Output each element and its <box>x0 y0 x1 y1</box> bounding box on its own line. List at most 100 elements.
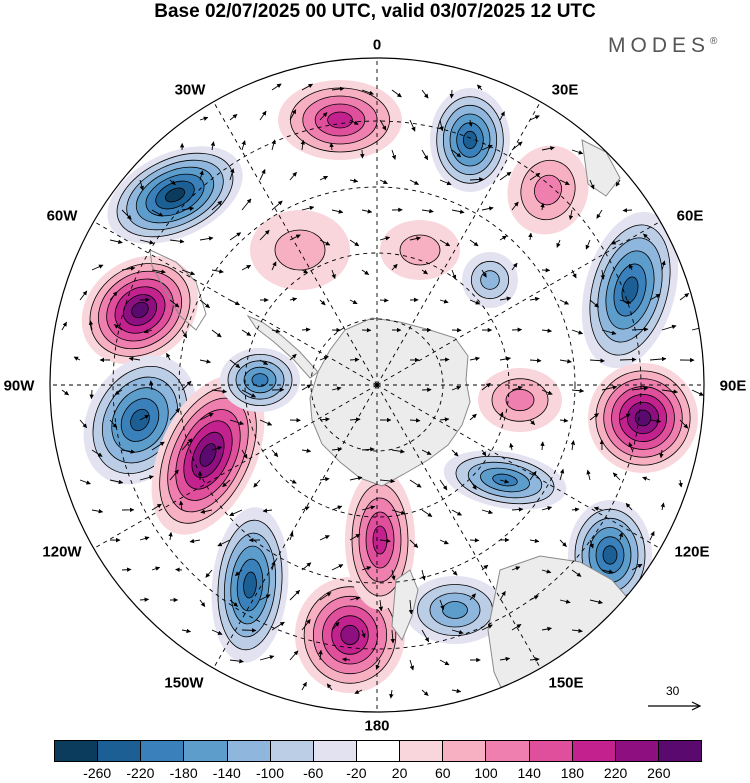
wind-vector <box>468 119 473 127</box>
wind-vector <box>169 408 180 421</box>
wind-vector <box>259 169 266 181</box>
wind-vector <box>271 621 285 631</box>
wind-vector <box>91 508 104 514</box>
wind-vector <box>541 146 555 151</box>
wind-vector <box>628 442 633 451</box>
wind-vector <box>241 140 246 151</box>
wind-vector <box>451 509 462 516</box>
meridian-line <box>376 214 672 386</box>
wind-vector <box>79 290 88 301</box>
wind-vector <box>205 569 213 578</box>
south-pole-marker <box>375 383 379 387</box>
wind-vector <box>691 389 704 396</box>
wind-vector <box>361 629 366 639</box>
wind-vector <box>439 299 449 304</box>
wind-vector <box>379 478 396 484</box>
wind-vector <box>559 179 570 186</box>
africa-coast <box>581 139 621 197</box>
wind-vector <box>181 269 196 276</box>
wind-vector <box>481 206 494 211</box>
meridian-line <box>82 384 378 556</box>
wind-vector <box>151 209 164 217</box>
wind-vector <box>139 475 154 481</box>
wind-vector <box>199 236 214 241</box>
wind-vector <box>169 299 180 308</box>
colorbar-swatch <box>227 741 271 761</box>
wind-vector <box>408 599 414 615</box>
wind-vector <box>439 599 445 611</box>
wind-vector <box>319 175 329 181</box>
wind-vector <box>151 566 161 571</box>
colorbar <box>54 740 702 762</box>
wind-vector <box>89 389 94 400</box>
wind-vector <box>409 659 415 671</box>
lon-label-0: 0 <box>372 36 382 54</box>
wind-vector <box>259 655 275 661</box>
colorbar-ticks: -260 -220 -180 -140 -100 -60 -20 20 60 100 140 180 2… <box>54 763 702 783</box>
colorbar-tick-label: 140 <box>517 765 541 781</box>
colorbar-swatch <box>356 741 401 761</box>
wind-vector <box>631 563 643 571</box>
wind-vector <box>166 352 171 361</box>
wind-vector <box>439 417 450 422</box>
wind-vector <box>349 239 360 247</box>
lon-label-150e: 150E <box>548 674 584 692</box>
wind-vector <box>469 593 476 601</box>
wind-vector <box>271 261 277 271</box>
wind-vector <box>469 239 479 247</box>
wind-vector <box>289 297 298 302</box>
wind-vector <box>540 202 545 211</box>
wind-vector <box>354 689 363 694</box>
wind-vector <box>121 266 136 271</box>
wind-vector <box>511 623 522 631</box>
wind-vector <box>289 479 297 484</box>
wind-vector <box>169 179 176 186</box>
wind-vector <box>331 86 345 92</box>
wind-vector <box>421 89 429 99</box>
wind-vector <box>409 479 422 488</box>
wind-vector <box>449 89 454 99</box>
wind-vector <box>114 389 123 395</box>
wind-vector <box>169 239 185 244</box>
wind-vector <box>349 178 359 183</box>
wind-vector <box>211 446 223 451</box>
wind-vector <box>109 239 123 245</box>
wind-vector <box>199 299 210 309</box>
wind-vector <box>481 624 493 631</box>
wind-vector <box>631 386 649 391</box>
wind-vector <box>128 356 141 362</box>
colorbar-tick-label: 180 <box>560 765 585 781</box>
wind-vector <box>331 621 340 631</box>
wind-vector <box>91 264 104 271</box>
wind-vector <box>229 168 235 181</box>
wind-vector <box>529 296 540 302</box>
wind-vector <box>361 209 373 214</box>
wind-vector <box>571 507 580 512</box>
wind-vector <box>451 569 458 576</box>
wind-vector <box>361 269 370 275</box>
wind-vector <box>349 119 359 125</box>
colorbar-tick-label: 100 <box>474 765 498 781</box>
wind-vector <box>61 321 67 331</box>
wind-vector <box>679 419 689 429</box>
wind-vector <box>421 449 432 455</box>
wind-vector <box>109 291 118 301</box>
wind-vector <box>91 449 103 457</box>
colorbar-tick-label: -60 <box>303 765 324 781</box>
wind-vector <box>570 440 576 451</box>
wind-vector <box>659 449 664 459</box>
meridian-line <box>376 384 672 556</box>
wind-vector <box>421 509 433 518</box>
wind-vector <box>289 531 294 541</box>
wind-vector <box>181 381 192 391</box>
wind-vector <box>271 83 282 91</box>
wind-vector <box>481 269 487 278</box>
wind-vector <box>499 296 512 301</box>
lon-label-120w: 120W <box>42 543 82 561</box>
wind-vector <box>615 179 621 187</box>
wind-vector <box>199 359 211 364</box>
colorbar-swatch <box>98 741 142 761</box>
wind-vectors <box>61 83 704 699</box>
wind-vector <box>389 689 394 699</box>
anomaly-contour <box>634 409 652 427</box>
